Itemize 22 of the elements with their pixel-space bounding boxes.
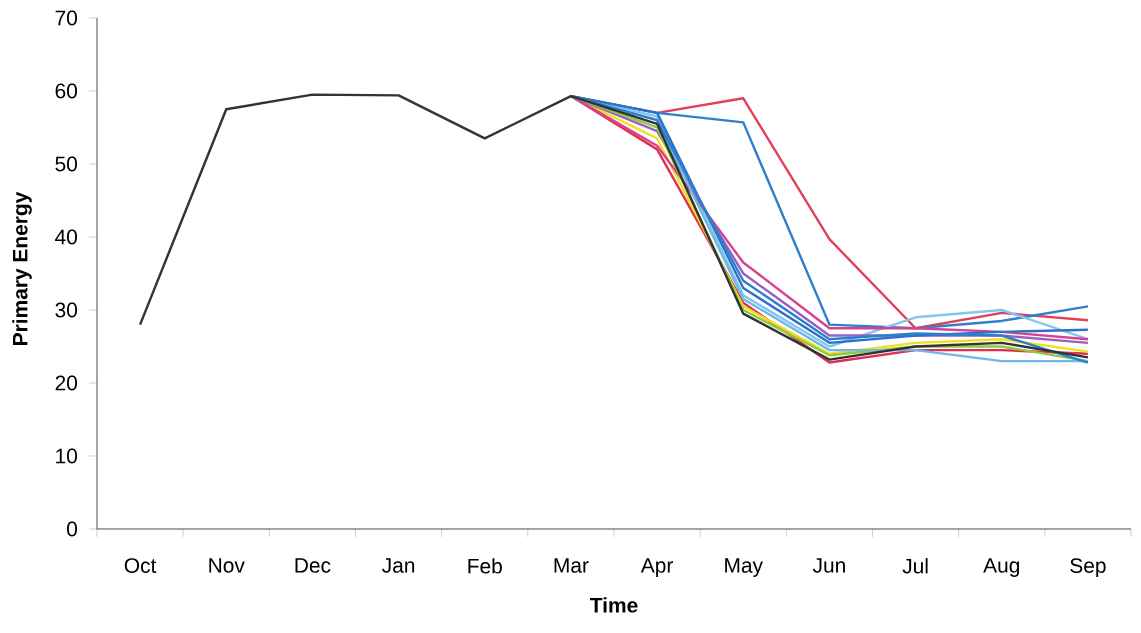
x-tick-label: Oct <box>124 558 157 573</box>
x-tick-label: Sep <box>1070 558 1106 578</box>
x-tick-label: Mar <box>554 558 589 573</box>
x-tick-label: Nov <box>209 558 245 573</box>
x-tick-label: Jun <box>812 558 845 573</box>
x-axis-title: Time <box>590 597 638 613</box>
y-axis-title: Primary Energy <box>12 191 32 345</box>
y-tick-label: 70 <box>55 10 78 26</box>
x-tick-label: Jan <box>382 558 415 573</box>
x-tick-label: Aug <box>983 558 1019 577</box>
x-tick-label: May <box>725 558 763 577</box>
y-tick-label: 10 <box>56 448 78 464</box>
y-tick-label: 50 <box>55 156 78 172</box>
x-tick-label: Apr <box>640 558 674 577</box>
x-tick-label: Feb <box>468 558 502 574</box>
y-tick-label: 60 <box>55 83 78 99</box>
y-tick-label: 0 <box>67 521 78 537</box>
x-tick-label: Jul <box>902 558 928 574</box>
y-tick-label: 20 <box>55 375 78 391</box>
y-tick-label: 30 <box>55 302 78 318</box>
x-tick-label: Dec <box>295 558 331 573</box>
y-tick-label: 40 <box>55 229 78 245</box>
